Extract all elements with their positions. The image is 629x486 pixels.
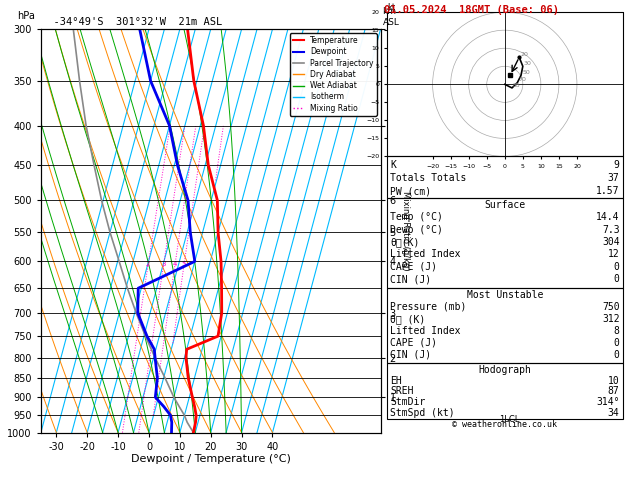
Legend: Temperature, Dewpoint, Parcel Trajectory, Dry Adiabat, Wet Adiabat, Isotherm, Mi: Temperature, Dewpoint, Parcel Trajectory… <box>289 33 377 116</box>
Text: Totals Totals: Totals Totals <box>390 174 466 183</box>
Text: PW (cm): PW (cm) <box>390 186 431 196</box>
Text: 3: 3 <box>161 261 165 267</box>
Text: 0: 0 <box>614 274 620 284</box>
Text: 304: 304 <box>602 237 620 247</box>
Text: Most Unstable: Most Unstable <box>467 290 543 300</box>
Text: 37: 37 <box>608 174 620 183</box>
Text: hPa: hPa <box>17 11 35 21</box>
Text: 34: 34 <box>608 408 620 417</box>
Text: 1LCL: 1LCL <box>499 415 520 424</box>
Text: 14.4: 14.4 <box>596 212 620 222</box>
Text: EH: EH <box>390 376 402 385</box>
Text: CAPE (J): CAPE (J) <box>390 261 437 272</box>
Text: 750: 750 <box>602 302 620 312</box>
Text: -34°49'S  301°32'W  21m ASL: -34°49'S 301°32'W 21m ASL <box>41 17 222 27</box>
Text: 87: 87 <box>608 386 620 396</box>
Text: StmSpd (kt): StmSpd (kt) <box>390 408 455 417</box>
Text: 50: 50 <box>522 70 530 75</box>
Text: 20: 20 <box>520 52 528 57</box>
Text: Pressure (mb): Pressure (mb) <box>390 302 466 312</box>
Text: CIN (J): CIN (J) <box>390 350 431 360</box>
Text: 8: 8 <box>614 326 620 336</box>
Text: 7.3: 7.3 <box>602 225 620 235</box>
Text: Temp (°C): Temp (°C) <box>390 212 443 222</box>
Text: 312: 312 <box>602 314 620 324</box>
Text: 0: 0 <box>614 350 620 360</box>
Text: Hodograph: Hodograph <box>478 365 532 376</box>
Text: 5: 5 <box>182 261 186 267</box>
Text: Surface: Surface <box>484 200 525 210</box>
Text: 12: 12 <box>608 249 620 260</box>
Text: CAPE (J): CAPE (J) <box>390 338 437 348</box>
Text: 85: 85 <box>513 83 521 88</box>
Text: 2: 2 <box>145 261 150 267</box>
Text: CIN (J): CIN (J) <box>390 274 431 284</box>
Text: 0: 0 <box>614 338 620 348</box>
Text: Lifted Index: Lifted Index <box>390 326 460 336</box>
Text: 314°: 314° <box>596 397 620 407</box>
Text: StmDir: StmDir <box>390 397 425 407</box>
X-axis label: Dewpoint / Temperature (°C): Dewpoint / Temperature (°C) <box>131 454 291 464</box>
Text: 9: 9 <box>614 160 620 171</box>
Text: SREH: SREH <box>390 386 413 396</box>
Text: θᴇ (K): θᴇ (K) <box>390 314 425 324</box>
Text: km
ASL: km ASL <box>382 7 399 27</box>
Text: Lifted Index: Lifted Index <box>390 249 460 260</box>
Text: K: K <box>390 160 396 171</box>
Text: kt: kt <box>387 3 395 12</box>
Text: 70: 70 <box>518 77 526 83</box>
Text: © weatheronline.co.uk: © weatheronline.co.uk <box>452 420 557 430</box>
Text: 30: 30 <box>524 61 532 66</box>
Y-axis label: Mixing Ratio (g/kg): Mixing Ratio (g/kg) <box>401 191 409 271</box>
Text: 0: 0 <box>614 261 620 272</box>
Text: θᴇ(K): θᴇ(K) <box>390 237 420 247</box>
Text: 01.05.2024  18GMT (Base: 06): 01.05.2024 18GMT (Base: 06) <box>384 5 559 15</box>
Text: Dewp (°C): Dewp (°C) <box>390 225 443 235</box>
Text: 4: 4 <box>172 261 177 267</box>
Text: 10: 10 <box>608 376 620 385</box>
Text: 1.57: 1.57 <box>596 186 620 196</box>
